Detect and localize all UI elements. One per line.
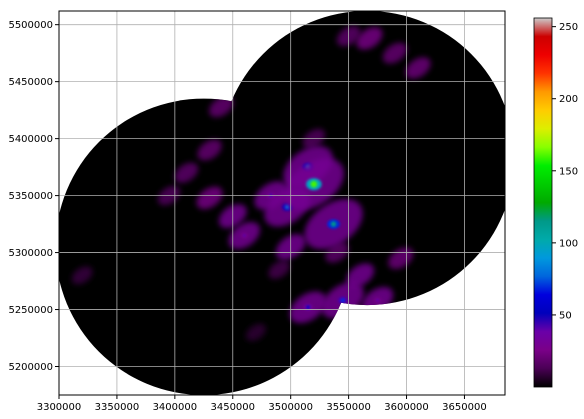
x-tick-label: 3650000 (442, 402, 487, 413)
y-tick-label: 5450000 (8, 77, 53, 88)
colorbar-tick-label: 250 (559, 22, 578, 33)
colorbar-tick-label: 200 (559, 94, 578, 105)
feature-peak (310, 180, 318, 188)
colorbar-gradient (533, 17, 553, 388)
x-tick-label: 3300000 (37, 402, 82, 413)
feature-peak (306, 305, 310, 310)
y-tick-label: 5300000 (8, 248, 53, 259)
feature-peak (285, 204, 290, 210)
feature-halo (174, 162, 199, 183)
y-tick-label: 5500000 (8, 20, 53, 31)
feature-halo (245, 323, 266, 341)
x-tick-label: 3550000 (326, 402, 371, 413)
plot-frame (58, 10, 506, 396)
feature-halo (346, 263, 375, 288)
feature-halo (209, 96, 234, 118)
x-tick-label: 3350000 (95, 402, 140, 413)
y-tick-label: 5350000 (8, 191, 53, 202)
feature-peak (330, 221, 337, 227)
feature-halo (356, 27, 383, 50)
y-tick-label: 5400000 (8, 134, 53, 145)
y-tick-label: 5250000 (8, 305, 53, 316)
y-tick-label: 5200000 (8, 362, 53, 373)
y-axis: 5200000 5250000 5300000 5350000 5400000 54500… (8, 20, 59, 373)
colorbar-tick-label: 100 (559, 238, 578, 249)
colorbar-tick-label: 150 (559, 166, 578, 177)
x-tick-label: 3500000 (268, 402, 313, 413)
feature-peak (375, 298, 380, 303)
x-axis: 3300000 3350000 3400000 3450000 3500000 35500… (37, 395, 487, 413)
feature-halo (197, 139, 222, 161)
x-tick-label: 3450000 (210, 402, 255, 413)
colorbar (533, 17, 553, 388)
radar-coverage-discs (59, 11, 505, 395)
reflectivity-features (71, 25, 431, 341)
x-tick-label: 3600000 (384, 402, 429, 413)
feature-halo (196, 186, 223, 210)
features-clipped (71, 25, 431, 341)
feature-halo (382, 42, 408, 64)
coverage-disc-2 (220, 11, 505, 306)
feature-halo (405, 57, 431, 79)
feature-halo (268, 260, 290, 279)
feature-peak (340, 298, 345, 303)
x-tick-label: 3400000 (153, 402, 198, 413)
colorbar-ticks: 50 100 150 200 250 (552, 22, 578, 321)
grid-lines (58, 11, 505, 395)
colorbar-tick-label: 50 (559, 310, 572, 321)
feature-peak (242, 233, 247, 238)
feature-halo (71, 266, 93, 285)
